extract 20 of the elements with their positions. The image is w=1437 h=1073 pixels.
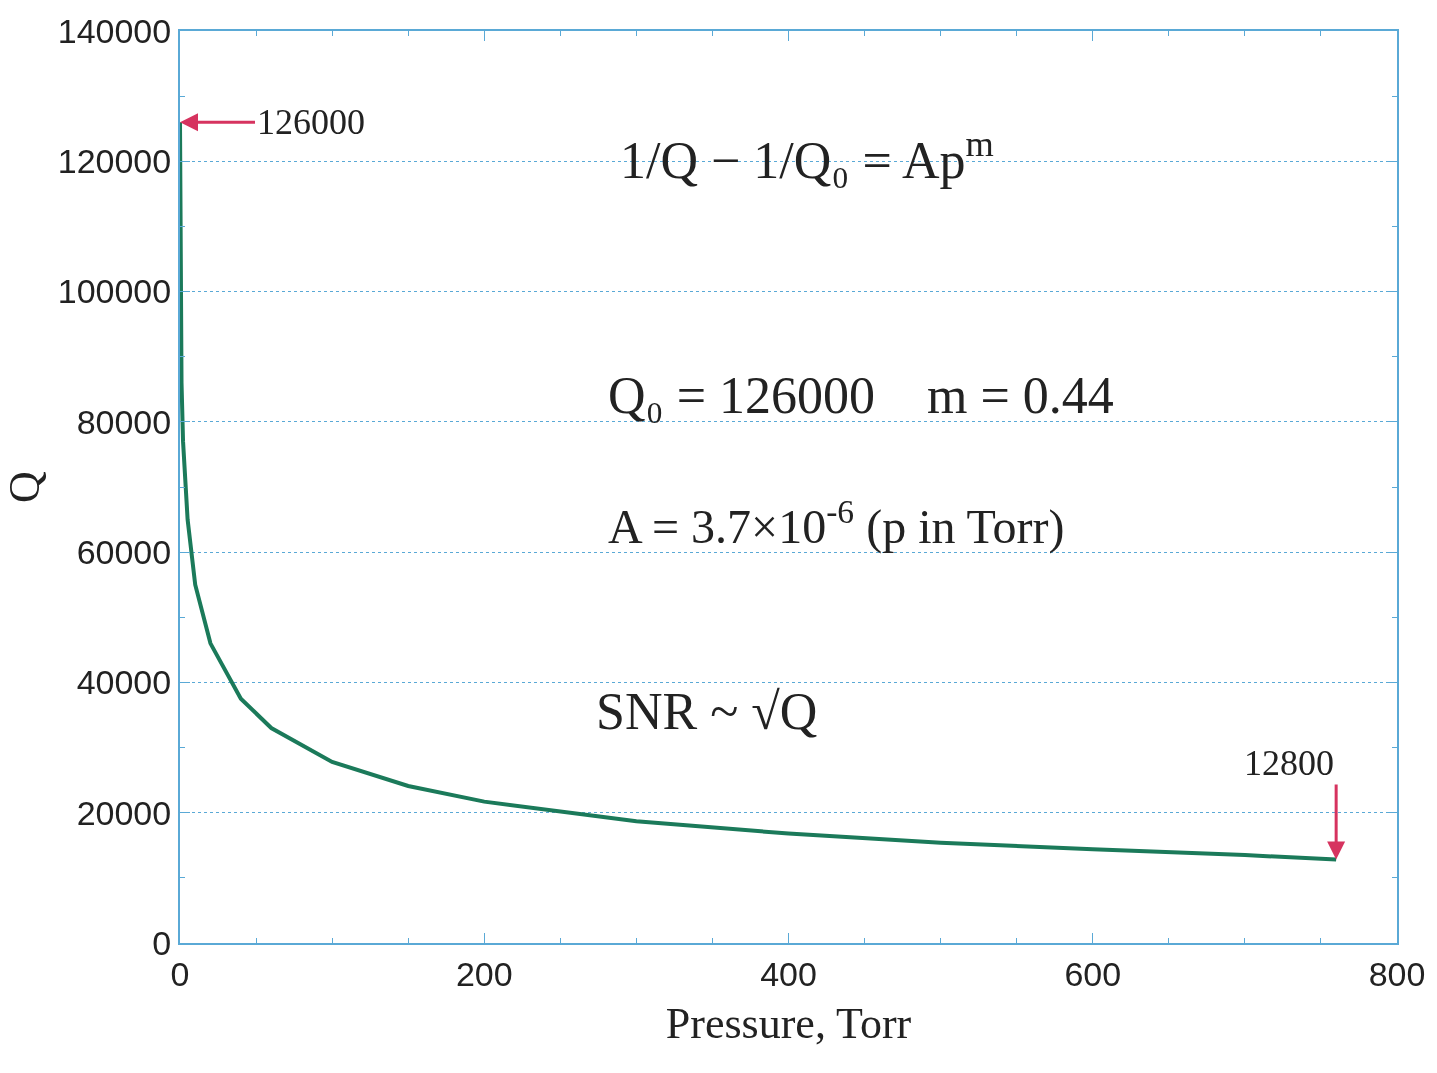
y-tick-label: 120000: [57, 142, 172, 181]
x-tick-label: 400: [760, 954, 817, 993]
y-tick-label: 60000: [76, 533, 172, 572]
y-axis-title: Q: [0, 470, 49, 503]
y-tick-label: 40000: [76, 663, 172, 702]
annotation: 126000: [257, 102, 365, 142]
annotation: 1/Q − 1/Q₀ = Ap$^{m}$: [620, 124, 994, 189]
annotation: Q₀ = 126000 m = 0.44: [608, 367, 1114, 424]
x-tick-label: 800: [1368, 954, 1426, 993]
annotation: 12800: [1244, 743, 1334, 783]
y-tick-label: 140000: [57, 11, 172, 50]
y-tick-label: 100000: [57, 272, 172, 311]
annotation: A = 3.7×10$^{-6}$ (p in Torr): [608, 493, 1065, 555]
x-tick-label: 600: [1064, 954, 1122, 993]
y-tick-label: 0: [152, 923, 172, 962]
y-tick-label: 80000: [76, 402, 172, 441]
y-tick-label: 20000: [76, 793, 172, 832]
annotation: SNR ~ √Q: [596, 683, 818, 740]
x-axis-title: Pressure, Torr: [665, 998, 912, 1048]
x-tick-label: 200: [455, 954, 513, 993]
